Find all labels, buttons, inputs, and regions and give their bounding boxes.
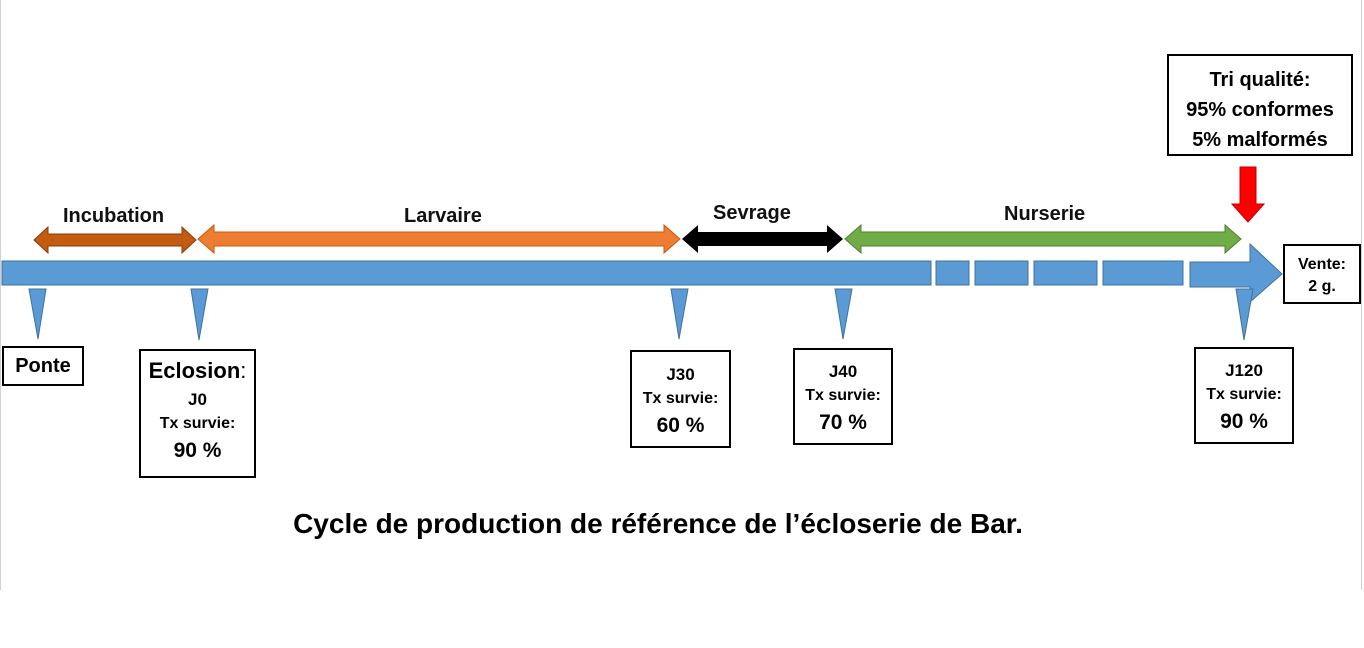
ponte-pointer <box>28 288 47 340</box>
larvaire-arrow <box>197 223 681 255</box>
timeline-dash-1 <box>935 260 970 286</box>
j30-survival-label: Tx survie: <box>642 390 719 407</box>
j120-day: J120 <box>1225 361 1263 380</box>
sevrage-arrow <box>682 225 843 253</box>
ponte-label: Ponte <box>15 355 71 377</box>
quality-down-arrow <box>1230 166 1266 223</box>
timeline-arrowhead <box>1189 242 1283 304</box>
eclosion-colon: : <box>240 358 247 383</box>
j30-pointer <box>670 288 689 340</box>
j40-survival-value: 70 % <box>819 411 867 434</box>
timeline-dash-3 <box>1033 260 1098 286</box>
sale-line-1: Vente: <box>1297 256 1346 273</box>
j120-pointer <box>1235 288 1254 341</box>
j120-survival-value: 90 % <box>1220 410 1268 433</box>
j30-day: J30 <box>666 365 695 384</box>
quality-line-2: 95% conformes <box>1186 99 1334 121</box>
phase-label-incubation: Incubation <box>63 205 165 227</box>
eclosion-title: Eclosion <box>148 358 241 383</box>
timeline-dash-2 <box>974 260 1029 286</box>
nurserie-arrow <box>844 223 1242 255</box>
sale-line-2: 2 g. <box>1308 278 1336 295</box>
quality-box: Tri qualité: 95% conformes 5% malformés <box>1167 54 1353 156</box>
sale-box: Vente: 2 g. <box>1283 244 1361 304</box>
phase-label-nurserie: Nurserie <box>1004 203 1086 225</box>
eclosion-box: Eclosion: J0 Tx survie: 90 % <box>139 349 256 478</box>
j40-survival-label: Tx survie: <box>805 387 881 404</box>
phase-label-sevrage: Sevrage <box>713 202 791 224</box>
quality-line-3: 5% malformés <box>1192 129 1328 151</box>
j40-box: J40 Tx survie: 70 % <box>793 348 893 445</box>
frame-right-edge <box>1361 0 1362 590</box>
frame-left-edge <box>0 0 1 590</box>
diagram-title: Cycle de production de référence de l’éc… <box>293 508 1023 539</box>
j40-pointer <box>834 288 853 340</box>
diagram-frame <box>0 0 1362 590</box>
j120-survival-label: Tx survie: <box>1206 386 1282 403</box>
quality-line-1: Tri qualité: <box>1209 69 1311 91</box>
j40-day: J40 <box>828 362 858 381</box>
eclosion-pointer <box>190 288 209 341</box>
ponte-box: Ponte <box>2 346 84 386</box>
eclosion-survival-label: Tx survie: <box>159 415 236 432</box>
j30-survival-value: 60 % <box>656 414 705 437</box>
timeline-dash-4 <box>1102 260 1184 286</box>
j120-box: J120 Tx survie: 90 % <box>1194 347 1294 444</box>
incubation-arrow <box>33 225 197 255</box>
j30-box: J30 Tx survie: 60 % <box>630 350 731 448</box>
eclosion-survival-value: 90 % <box>173 439 222 462</box>
eclosion-day: J0 <box>188 390 207 409</box>
timeline-bar <box>1 260 932 286</box>
phase-label-larvaire: Larvaire <box>404 205 482 227</box>
